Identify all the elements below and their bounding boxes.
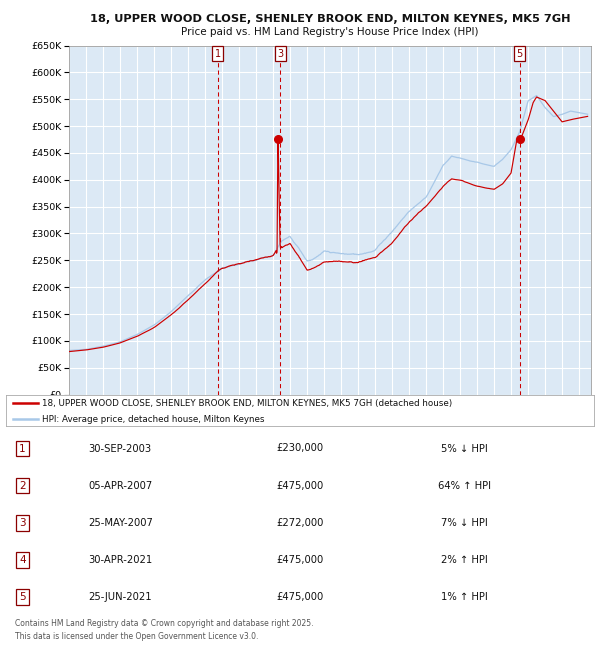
Text: 25-MAY-2007: 25-MAY-2007 [88, 517, 153, 528]
Text: £475,000: £475,000 [277, 480, 323, 491]
Text: £230,000: £230,000 [277, 443, 323, 454]
Text: 1: 1 [215, 49, 221, 58]
Text: 30-APR-2021: 30-APR-2021 [88, 554, 152, 565]
Text: 2% ↑ HPI: 2% ↑ HPI [441, 554, 488, 565]
Text: 5% ↓ HPI: 5% ↓ HPI [441, 443, 488, 454]
Text: 64% ↑ HPI: 64% ↑ HPI [438, 480, 491, 491]
Text: £272,000: £272,000 [277, 517, 323, 528]
Text: 25-JUN-2021: 25-JUN-2021 [88, 592, 152, 602]
Text: 5: 5 [517, 49, 523, 58]
Text: 1% ↑ HPI: 1% ↑ HPI [441, 592, 488, 602]
Text: HPI: Average price, detached house, Milton Keynes: HPI: Average price, detached house, Milt… [43, 415, 265, 424]
Text: 30-SEP-2003: 30-SEP-2003 [88, 443, 151, 454]
Text: 1: 1 [19, 443, 26, 454]
Text: 2: 2 [19, 480, 26, 491]
Text: This data is licensed under the Open Government Licence v3.0.: This data is licensed under the Open Gov… [15, 632, 259, 641]
Text: £475,000: £475,000 [277, 554, 323, 565]
Text: 05-APR-2007: 05-APR-2007 [88, 480, 152, 491]
Text: Contains HM Land Registry data © Crown copyright and database right 2025.: Contains HM Land Registry data © Crown c… [15, 619, 314, 628]
Text: £475,000: £475,000 [277, 592, 323, 602]
Text: 18, UPPER WOOD CLOSE, SHENLEY BROOK END, MILTON KEYNES, MK5 7GH: 18, UPPER WOOD CLOSE, SHENLEY BROOK END,… [90, 14, 570, 24]
Text: 4: 4 [19, 554, 26, 565]
Text: 3: 3 [19, 517, 26, 528]
Text: Price paid vs. HM Land Registry's House Price Index (HPI): Price paid vs. HM Land Registry's House … [181, 27, 479, 37]
Text: 3: 3 [277, 49, 283, 58]
Text: 5: 5 [19, 592, 26, 602]
Text: 7% ↓ HPI: 7% ↓ HPI [441, 517, 488, 528]
Text: 18, UPPER WOOD CLOSE, SHENLEY BROOK END, MILTON KEYNES, MK5 7GH (detached house): 18, UPPER WOOD CLOSE, SHENLEY BROOK END,… [43, 399, 453, 408]
